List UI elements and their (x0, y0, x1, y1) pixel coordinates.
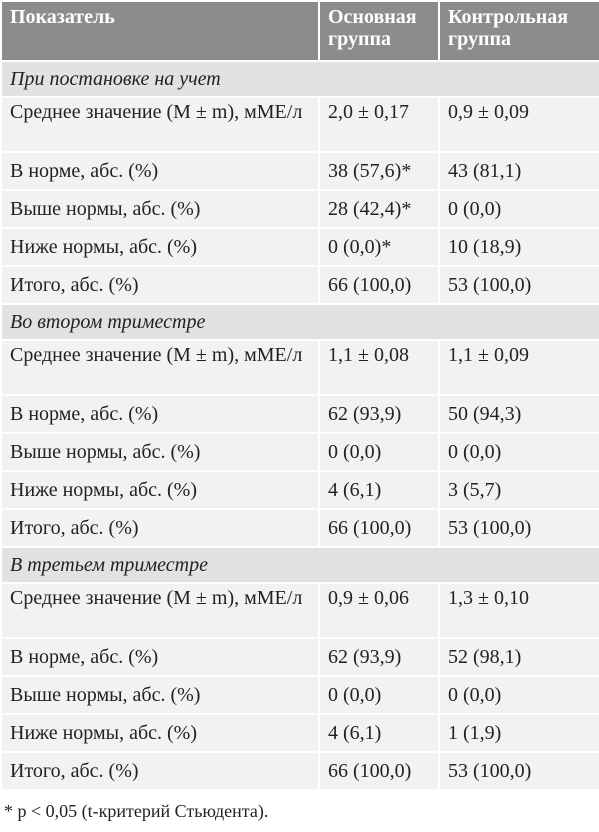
header-cell: Основная группа (318, 0, 440, 62)
cell: Итого, абс. (%) (0, 751, 320, 791)
cell: 10 (18,9) (438, 227, 599, 267)
section-row: Во втором триместре (0, 303, 599, 341)
cell: 66 (100,0) (318, 751, 440, 791)
data-row: Итого, абс. (%) 66 (100,0) 53 (100,0) (0, 508, 599, 548)
data-row: Среднее значение (M ± m), мМЕ/л 0,9 ± 0,0… (0, 582, 599, 639)
cell: Выше нормы, абс. (%) (0, 189, 320, 229)
header-cell: Контрольная группа (438, 0, 599, 62)
data-row: Выше нормы, абс. (%) 0 (0,0) 0 (0,0) (0, 432, 599, 472)
data-row: Среднее значение (M ± m), мМЕ/л 2,0 ± 0,1… (0, 96, 599, 153)
cell: 53 (100,0) (438, 751, 599, 791)
cell: 4 (6,1) (318, 470, 440, 510)
data-row: Выше нормы, абс. (%) 0 (0,0) 0 (0,0) (0, 675, 599, 715)
table-body: При постановке на учет Среднее значение (… (0, 60, 599, 791)
section-title: При постановке на учет (0, 60, 599, 98)
cell: Среднее значение (M ± m), мМЕ/л (0, 582, 320, 639)
cell: 52 (98,1) (438, 637, 599, 677)
data-row: Выше нормы, абс. (%) 28 (42,4)* 0 (0,0) (0, 189, 599, 229)
section-title: Во втором триместре (0, 303, 599, 341)
header-cell: Показатель (0, 0, 320, 62)
cell: 50 (94,3) (438, 394, 599, 434)
cell: Ниже нормы, абс. (%) (0, 713, 320, 753)
cell: 53 (100,0) (438, 265, 599, 305)
cell: 0 (0,0) (318, 432, 440, 472)
cell: 0 (0,0) (438, 189, 599, 229)
section-title: В третьем триместре (0, 546, 599, 584)
cell: 0 (0,0) (438, 675, 599, 715)
data-row: Ниже нормы, абс. (%) 4 (6,1) 1 (1,9) (0, 713, 599, 753)
cell: В норме, абс. (%) (0, 151, 320, 191)
header-row: Показатель Основная группа Контрольная г… (0, 0, 599, 62)
cell: 66 (100,0) (318, 508, 440, 548)
cell: 62 (93,9) (318, 637, 440, 677)
cell: 0 (0,0)* (318, 227, 440, 267)
cell: Ниже нормы, абс. (%) (0, 227, 320, 267)
cell: Выше нормы, абс. (%) (0, 675, 320, 715)
footnote: * p < 0,05 (t-критерий Стьюдента). (4, 801, 269, 821)
cell: Итого, абс. (%) (0, 508, 320, 548)
cell: В норме, абс. (%) (0, 394, 320, 434)
cell: Среднее значение (M ± m), мМЕ/л (0, 339, 320, 396)
cell: 0,9 ± 0,09 (438, 96, 599, 153)
section-row: В третьем триместре (0, 546, 599, 584)
cell: 28 (42,4)* (318, 189, 440, 229)
cell: 53 (100,0) (438, 508, 599, 548)
cell: 2,0 ± 0,17 (318, 96, 440, 153)
cell: 1,1 ± 0,09 (438, 339, 599, 396)
cell: 43 (81,1) (438, 151, 599, 191)
data-row: В норме, абс. (%) 38 (57,6)* 43 (81,1) (0, 151, 599, 191)
data-row: Итого, абс. (%) 66 (100,0) 53 (100,0) (0, 265, 599, 305)
data-row: Итого, абс. (%) 66 (100,0) 53 (100,0) (0, 751, 599, 791)
cell: 0,9 ± 0,06 (318, 582, 440, 639)
cell: В норме, абс. (%) (0, 637, 320, 677)
data-row: Ниже нормы, абс. (%) 0 (0,0)* 10 (18,9) (0, 227, 599, 267)
cell: Выше нормы, абс. (%) (0, 432, 320, 472)
cell: 1,3 ± 0,10 (438, 582, 599, 639)
cell: Ниже нормы, абс. (%) (0, 470, 320, 510)
cell: Среднее значение (M ± m), мМЕ/л (0, 96, 320, 153)
cell: 62 (93,9) (318, 394, 440, 434)
cell: 4 (6,1) (318, 713, 440, 753)
data-row: В норме, абс. (%) 62 (93,9) 50 (94,3) (0, 394, 599, 434)
cell: 38 (57,6)* (318, 151, 440, 191)
cell: 1 (1,9) (438, 713, 599, 753)
data-row: В норме, абс. (%) 62 (93,9) 52 (98,1) (0, 637, 599, 677)
cell: 1,1 ± 0,08 (318, 339, 440, 396)
data-row: Среднее значение (M ± m), мМЕ/л 1,1 ± 0,0… (0, 339, 599, 396)
cell: 0 (0,0) (438, 432, 599, 472)
section-row: При постановке на учет (0, 60, 599, 98)
data-row: Ниже нормы, абс. (%) 4 (6,1) 3 (5,7) (0, 470, 599, 510)
data-table: Показатель Основная группа Контрольная г… (0, 0, 599, 791)
cell: 3 (5,7) (438, 470, 599, 510)
cell: Итого, абс. (%) (0, 265, 320, 305)
cell: 0 (0,0) (318, 675, 440, 715)
cell: 66 (100,0) (318, 265, 440, 305)
